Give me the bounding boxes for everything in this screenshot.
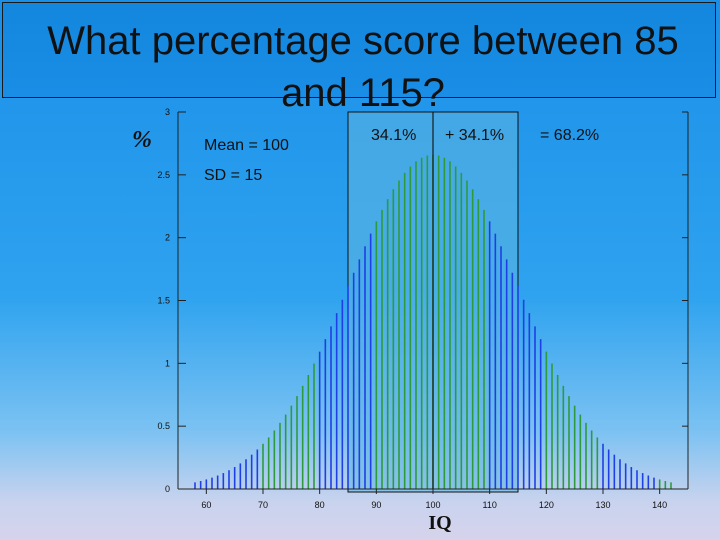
title-box: What percentage score between 85 and 115…	[2, 2, 716, 115]
y-tick-label: 1	[165, 358, 170, 368]
axes-group: 0 0.5 1 1.5 2 2.5 3 60 70 80 90 100 110 120 130 140	[157, 107, 689, 510]
annotation-mean: Mean = 100	[204, 137, 289, 154]
y-tick-label: 1.5	[157, 296, 170, 306]
slide-title: What percentage score between 85 and 115…	[47, 19, 679, 115]
y-tick-label: 0.5	[157, 421, 170, 431]
bars-group	[194, 111, 672, 493]
x-tick-label: 140	[652, 500, 667, 510]
x-tick-label: 60	[201, 500, 211, 510]
x-tick-label: 70	[258, 500, 268, 510]
x-tick-label: 130	[595, 500, 610, 510]
x-tick-label: 100	[425, 500, 440, 510]
y-axis-label: %	[132, 127, 152, 153]
x-axis-label: IQ	[428, 512, 451, 534]
y-tick-label: 2.5	[157, 170, 170, 180]
annotation-sd: SD = 15	[204, 167, 262, 184]
annotation-left-pct: 34.1%	[371, 127, 416, 144]
x-tick-label: 80	[315, 500, 325, 510]
annotation-total: = 68.2%	[540, 127, 599, 144]
y-tick-label: 0	[165, 484, 170, 494]
x-tick-label: 120	[539, 500, 554, 510]
y-tick-label: 3	[165, 107, 170, 117]
x-tick-label: 110	[482, 500, 496, 510]
annotation-right-pct: + 34.1%	[445, 127, 504, 144]
x-tick-label: 90	[371, 500, 381, 510]
y-tick-label: 2	[165, 233, 170, 243]
